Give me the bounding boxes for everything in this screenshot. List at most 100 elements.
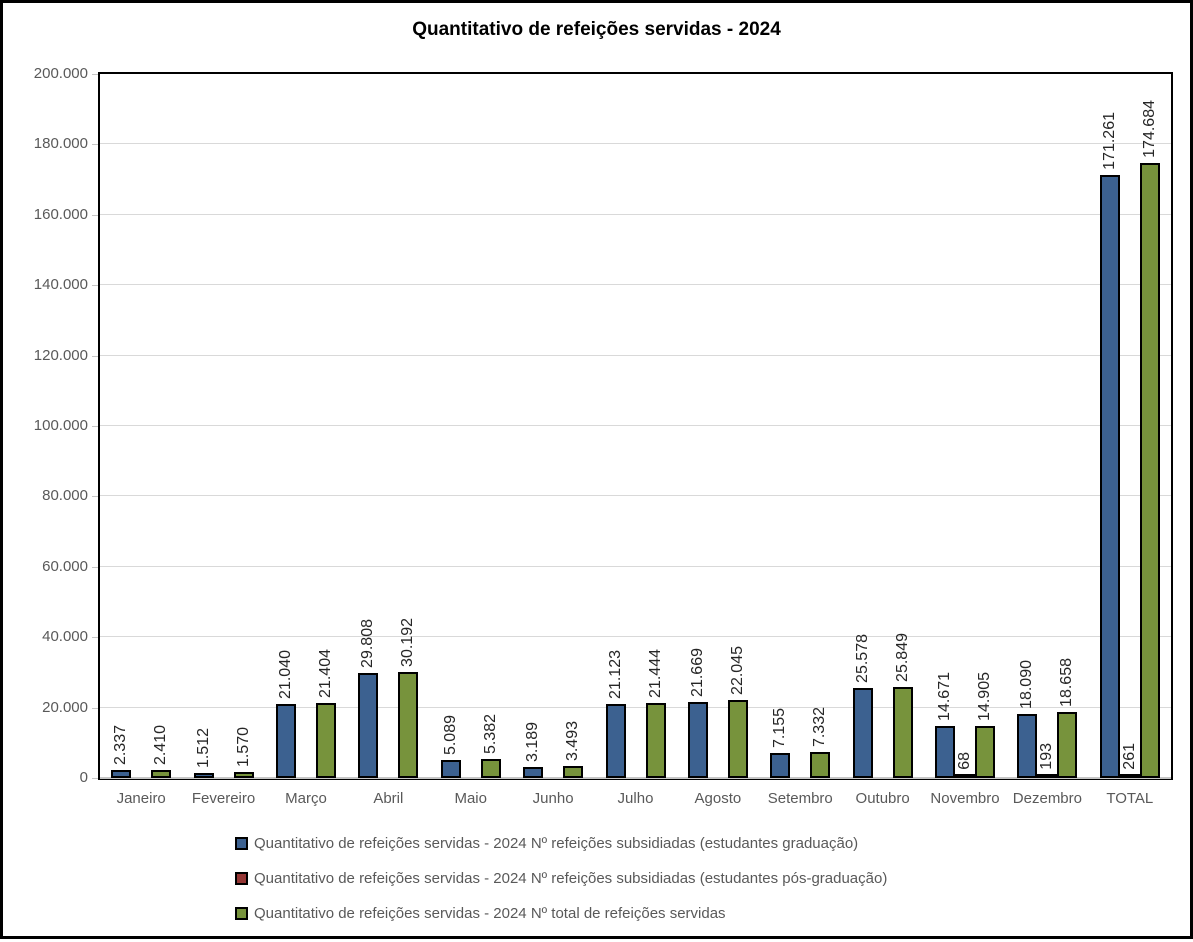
bar-value-label: 25.578 xyxy=(853,634,871,683)
gridline xyxy=(100,636,1171,638)
x-axis-category-label: Maio xyxy=(454,790,487,807)
y-axis-tick-label: 60.000 xyxy=(42,557,88,575)
x-axis-category-label: Agosto xyxy=(694,790,742,807)
y-axis-tick-mark xyxy=(92,778,98,779)
x-axis-category-label: Setembro xyxy=(767,790,833,807)
bar-Setembro-series3 xyxy=(810,752,831,778)
y-axis-tick-label: 160.000 xyxy=(33,205,88,223)
y-axis-tick-mark xyxy=(92,355,98,357)
legend-swatch-icon xyxy=(235,907,248,920)
y-axis-tick-label: 100.000 xyxy=(33,417,88,434)
bar-Novembro-series1 xyxy=(935,726,956,778)
legend-item-series3: Quantitativo de refeições servidas - 202… xyxy=(235,904,887,923)
bar-Outubro-series3 xyxy=(892,687,913,778)
bar-value-label: 7.332 xyxy=(811,706,829,747)
x-axis-baseline xyxy=(100,777,1171,779)
bar-Agosto-series3 xyxy=(727,700,748,778)
bar-Março-series3 xyxy=(315,703,336,778)
bar-value-label: 21.040 xyxy=(276,650,294,699)
bar-Dezembro-series3 xyxy=(1057,712,1078,778)
bar-value-label: 30.192 xyxy=(399,618,417,667)
bar-Abril-series3 xyxy=(398,672,419,778)
bar-value-label: 14.671 xyxy=(936,672,954,721)
y-axis-tick-mark xyxy=(92,707,98,709)
y-axis-tick-mark xyxy=(92,566,98,568)
bar-Maio-series3 xyxy=(480,759,501,778)
legend-swatch-icon xyxy=(235,872,248,885)
bar-TOTAL-series3 xyxy=(1139,163,1160,778)
legend-item-series2: Quantitativo de refeições servidas - 202… xyxy=(235,869,887,888)
gridline xyxy=(100,565,1171,567)
bar-Agosto-series1 xyxy=(687,702,708,778)
bar-Junho-series3 xyxy=(563,766,584,778)
bar-Dezembro-series2 xyxy=(1037,774,1058,778)
legend: Quantitativo de refeições servidas - 202… xyxy=(235,834,887,939)
chart-title: Quantitativo de refeições servidas - 202… xyxy=(412,19,781,40)
bar-value-label: 171.261 xyxy=(1100,112,1118,170)
bar-Outubro-series1 xyxy=(852,688,873,778)
x-axis: Janeiro Fevereiro Março Abril Maio Junho Julho… xyxy=(100,790,1171,814)
gridline xyxy=(100,213,1171,215)
bar-Julho-series3 xyxy=(645,703,666,778)
legend-item-series1: Quantitativo de refeições servidas - 202… xyxy=(235,834,887,853)
y-axis-tick-label: 140.000 xyxy=(33,276,88,294)
x-axis-category-label: Junho xyxy=(532,790,574,807)
bar-value-label: 174.684 xyxy=(1140,100,1158,158)
bar-value-label: 29.808 xyxy=(359,619,377,668)
y-axis-tick-mark xyxy=(92,496,98,498)
bar-Dezembro-series1 xyxy=(1017,714,1038,778)
bar-Março-series1 xyxy=(275,704,296,778)
bar-value-label: 1.512 xyxy=(194,727,212,768)
y-axis-tick-label: 80.000 xyxy=(42,487,88,505)
x-axis-category-label: Fevereiro xyxy=(191,790,256,807)
bar-Fevereiro-series3 xyxy=(233,772,254,778)
bar-value-label: 2.337 xyxy=(112,724,130,765)
x-axis-category-label: Novembro xyxy=(930,790,1000,807)
x-axis-category-label: Março xyxy=(285,790,327,807)
bar-value-label: 261 xyxy=(1120,743,1138,770)
x-axis-category-label: Abril xyxy=(373,790,404,807)
bar-value-label: 25.849 xyxy=(893,633,911,682)
bar-value-label: 21.123 xyxy=(606,650,624,699)
y-axis-tick-label: 20.000 xyxy=(42,698,88,716)
legend-item-label: Quantitativo de refeições servidas - 202… xyxy=(254,905,726,922)
bar-Novembro-series3 xyxy=(975,726,996,778)
y-axis-tick-mark xyxy=(92,144,98,146)
gridline xyxy=(100,495,1171,497)
bar-Abril-series1 xyxy=(358,673,379,778)
legend-item-label: Quantitativo de refeições servidas - 202… xyxy=(254,835,859,852)
bar-Junho-series1 xyxy=(523,767,544,778)
gridline xyxy=(100,354,1171,356)
bar-value-label: 7.155 xyxy=(771,707,789,748)
y-axis: 0 20.000 40.000 60.000 80.000 100.000 120.000 1… xyxy=(3,3,98,942)
bar-value-label: 18.658 xyxy=(1058,658,1076,707)
legend-item-label: Quantitativo de refeições servidas - 202… xyxy=(254,870,888,887)
y-axis-tick-mark xyxy=(92,74,98,75)
bar-TOTAL-series1 xyxy=(1099,175,1120,778)
y-axis-tick-label: 200.000 xyxy=(33,65,88,82)
x-axis-category-label: TOTAL xyxy=(1106,790,1154,807)
bar-Novembro-series2 xyxy=(955,774,976,778)
y-axis-tick-mark xyxy=(92,637,98,639)
bar-value-label: 5.089 xyxy=(441,714,459,755)
x-axis-category-label: Janeiro xyxy=(116,790,166,807)
bar-value-label: 3.493 xyxy=(564,720,582,761)
gridline xyxy=(100,425,1171,426)
plot-area: 2.337 2.410 1.512 1.570 21.040 21.404 29.808 30… xyxy=(100,74,1171,779)
gridline xyxy=(100,284,1171,286)
bar-value-label: 1.570 xyxy=(234,726,252,767)
bar-Janeiro-series1 xyxy=(111,770,132,778)
legend-swatch-icon xyxy=(235,837,248,850)
bar-value-label: 2.410 xyxy=(152,724,170,765)
y-axis-tick-mark xyxy=(92,426,98,427)
bar-Maio-series1 xyxy=(440,760,461,778)
bar-Setembro-series1 xyxy=(770,753,791,778)
gridline xyxy=(100,143,1171,145)
bar-value-label: 21.444 xyxy=(646,649,664,698)
bar-Julho-series1 xyxy=(605,704,626,778)
x-axis-category-label: Dezembro xyxy=(1012,790,1082,807)
y-axis-tick-label: 0 xyxy=(79,769,88,786)
y-axis-tick-mark xyxy=(92,285,98,287)
bar-value-label: 5.382 xyxy=(481,713,499,754)
